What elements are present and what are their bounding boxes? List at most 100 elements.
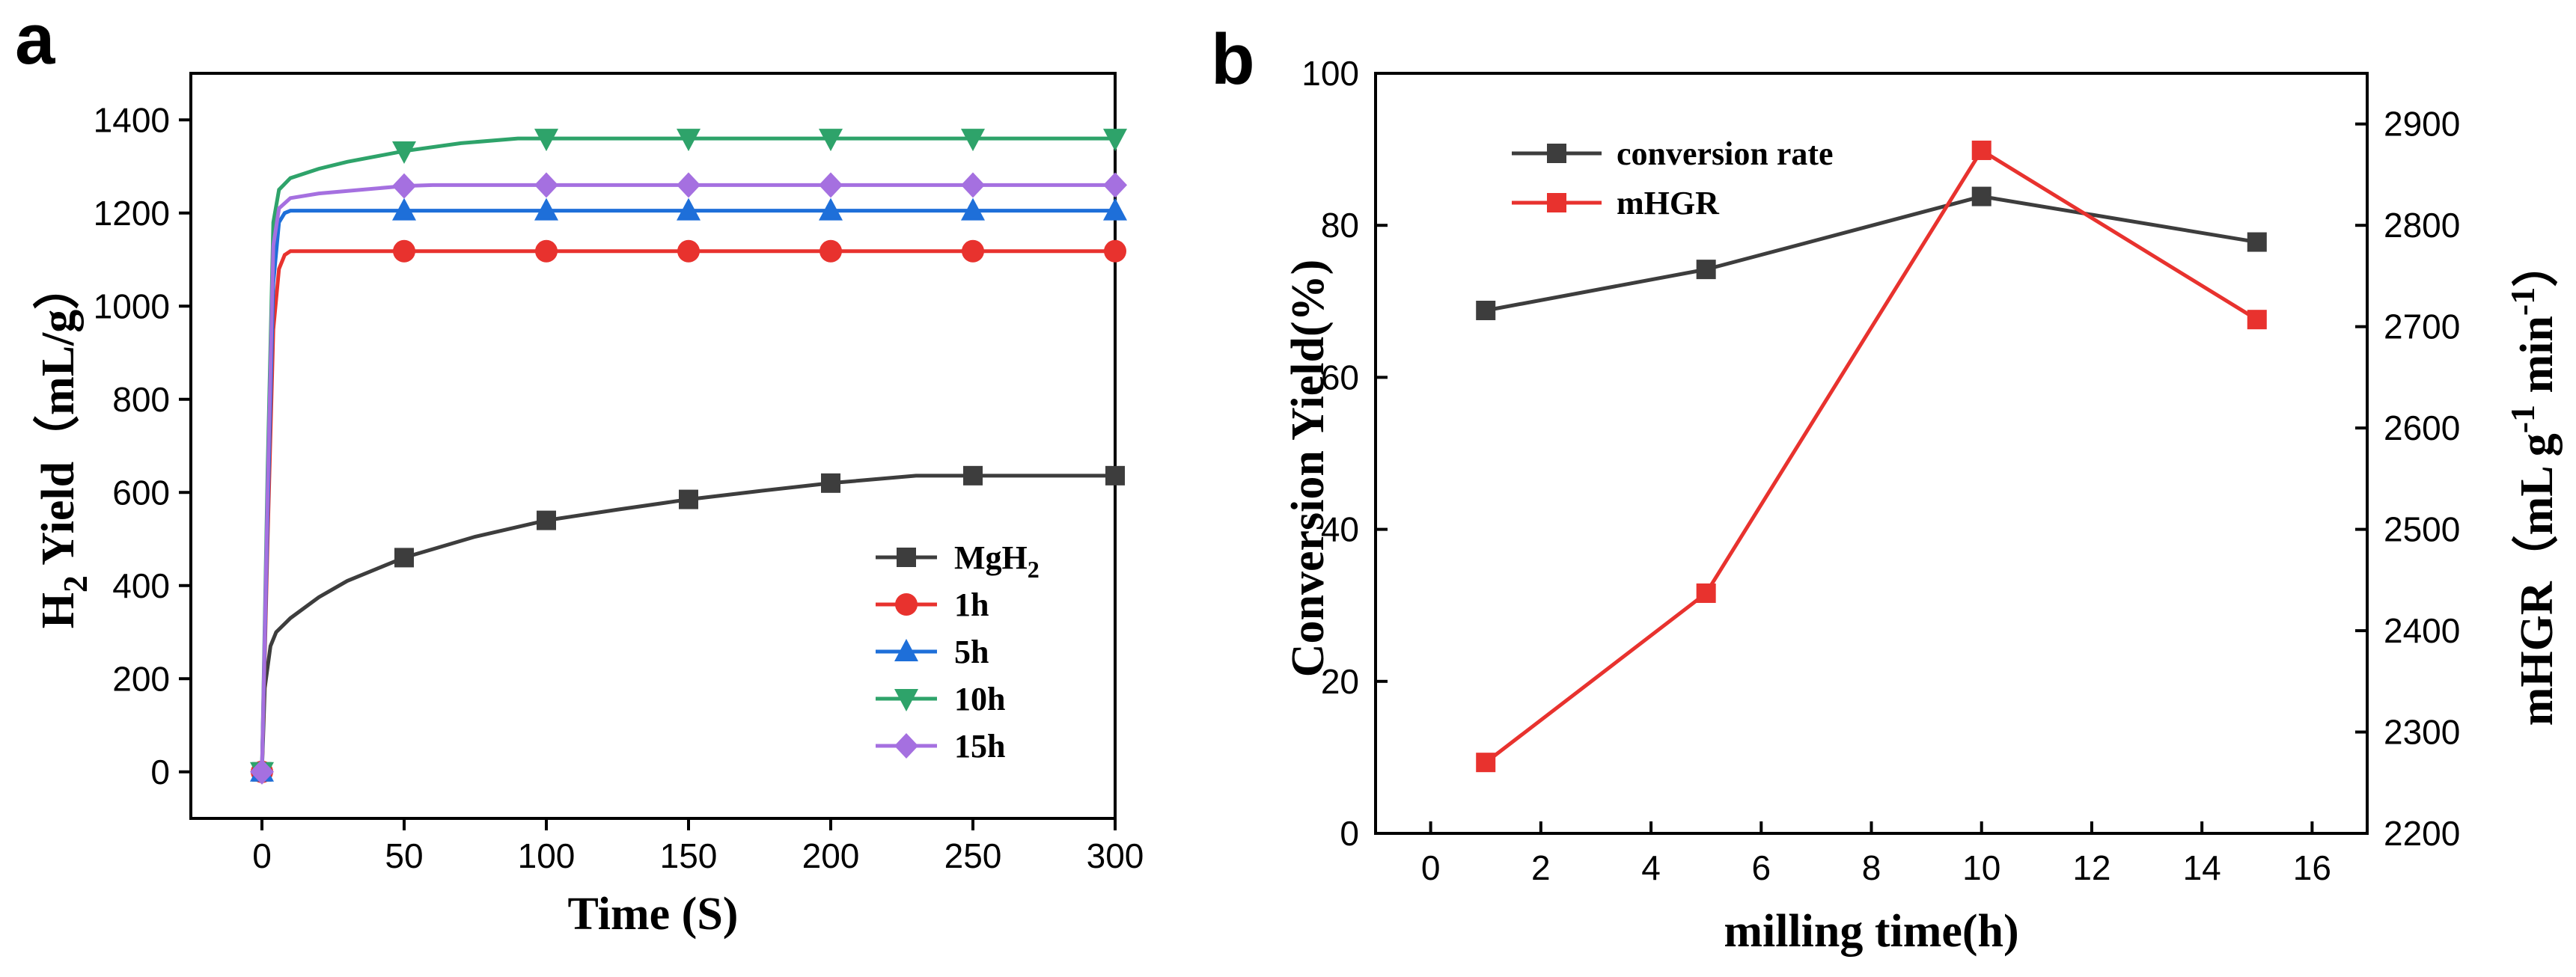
panel-letter-b: b: [1211, 19, 1255, 99]
x-tick-label: 4: [1641, 848, 1661, 887]
legend-label-10h: 10h: [954, 681, 1005, 717]
data-point-15h: [534, 172, 558, 198]
x-axis-title: Time (S): [568, 889, 739, 940]
x-tick-label: 150: [660, 836, 718, 875]
data-point-conversion-rate: [2247, 232, 2267, 252]
data-point-mHGR: [1476, 753, 1496, 773]
series-line-MgH: [260, 474, 1115, 772]
y-right-tick-label: 2800: [2384, 206, 2460, 245]
y-left-tick-label: 80: [1321, 206, 1359, 245]
legend-label-text: 5h: [954, 634, 989, 670]
data-point-MgH: [1105, 465, 1125, 486]
y-axis-title-subscript: 2: [56, 575, 94, 592]
series-line-10h: [260, 136, 1115, 772]
y-left-tick-label: 100: [1301, 54, 1359, 93]
y-left-axis-title: Conversion Yield(%): [1283, 260, 1334, 678]
x-tick-label: 300: [1087, 836, 1144, 875]
data-point-10h: [1103, 129, 1127, 152]
data-point-5h: [677, 197, 701, 221]
data-point-15h: [677, 172, 701, 198]
data-point-1h: [393, 239, 415, 263]
legend-marker-conversion-rate: [1547, 144, 1566, 163]
data-point-10h: [677, 129, 701, 152]
legend-marker-10h: [894, 689, 918, 711]
series-line-mHGR: [1484, 147, 2259, 765]
x-tick-label: 6: [1751, 848, 1771, 887]
legend-marker-5h: [894, 639, 918, 661]
data-point-1h: [677, 239, 700, 263]
x-tick-label: 100: [518, 836, 576, 875]
data-point-mHGR: [2247, 310, 2267, 330]
data-point-5h: [534, 197, 558, 221]
data-point-5h: [961, 197, 985, 221]
data-point-15h: [961, 172, 985, 198]
y-right-tick-label: 2300: [2384, 713, 2460, 752]
data-point-MgH: [679, 489, 698, 509]
data-point-1h: [1104, 239, 1126, 263]
data-point-1h: [535, 239, 558, 263]
x-tick-label: 12: [2072, 848, 2110, 887]
y-right-axis-title-superscript: -1: [2503, 287, 2542, 316]
y-right-tick-label: 2700: [2384, 307, 2460, 346]
data-point-1h: [962, 239, 984, 263]
data-point-5h: [392, 197, 416, 221]
data-point-10h: [392, 141, 416, 164]
plot-frame: [1374, 72, 2369, 835]
data-point-MgH: [821, 473, 840, 493]
data-point-15h: [819, 172, 843, 198]
data-point-mHGR: [1971, 140, 1991, 160]
y-tick-label: 1000: [94, 287, 170, 325]
y-left-tick-label: 60: [1321, 358, 1359, 396]
panel-letter-a: a: [15, 0, 55, 79]
x-tick-label: 14: [2183, 848, 2221, 887]
y-right-tick-label: 2900: [2384, 105, 2460, 144]
legend-label-MgH: MgH2: [954, 539, 1040, 583]
y-right-axis-title-end: ）: [2510, 241, 2563, 287]
legend-label-text: 1h: [954, 586, 989, 623]
y-tick-label: 400: [112, 566, 170, 605]
y-tick-label: 200: [112, 659, 170, 698]
series-line-conversion-rate: [1485, 195, 2258, 313]
legend-label-15h: 15h: [954, 728, 1005, 765]
plot-frame: [189, 72, 1117, 820]
data-point-MgH: [963, 465, 983, 486]
y-left-tick-label: 0: [1340, 814, 1359, 853]
y-axis-title: H2 Yield（mL/g）: [31, 263, 94, 629]
x-tick-label: 2: [1531, 848, 1551, 887]
y-axis-title-main: H: [33, 592, 84, 628]
legend-label-subscript: 2: [1028, 556, 1040, 583]
legend-marker-MgH: [897, 548, 916, 567]
legend-label-text: 15h: [954, 728, 1005, 765]
legend-label-text: 10h: [954, 681, 1005, 717]
y-right-axis-title-mid: min: [2512, 316, 2563, 405]
data-point-conversion-rate: [1696, 260, 1716, 280]
x-tick-label: 8: [1862, 848, 1881, 887]
legend-label-mHGR: mHGR: [1617, 185, 1720, 221]
y-tick-label: 600: [112, 473, 170, 512]
data-point-10h: [534, 129, 558, 152]
data-point-MgH: [537, 510, 556, 530]
data-point-5h: [1103, 197, 1127, 221]
data-point-conversion-rate: [1476, 300, 1496, 320]
data-point-mHGR: [1696, 583, 1716, 603]
legend-marker-1h: [895, 593, 918, 616]
y-right-axis-title: mHGR（mL g-1 min-1）: [2503, 241, 2563, 726]
data-point-15h: [250, 759, 274, 785]
y-tick-label: 0: [150, 753, 170, 791]
x-tick-label: 0: [252, 836, 272, 875]
y-right-tick-label: 2600: [2384, 408, 2460, 447]
legend-label-conversion-rate: conversion rate: [1617, 135, 1834, 172]
data-point-15h: [392, 173, 416, 199]
y-right-tick-label: 2200: [2384, 814, 2460, 853]
data-point-15h: [1103, 172, 1127, 198]
legend-label-5h: 5h: [954, 634, 989, 670]
data-point-MgH: [394, 548, 414, 568]
legend-label-1h: 1h: [954, 586, 989, 623]
legend-marker-15h: [894, 733, 918, 759]
legend-label-text: MgH: [954, 539, 1028, 576]
x-tick-label: 10: [1962, 848, 2000, 887]
legend-marker-mHGR: [1547, 193, 1566, 212]
y-tick-label: 1400: [94, 100, 170, 139]
y-tick-label: 1200: [94, 194, 170, 233]
data-point-10h: [819, 129, 843, 152]
